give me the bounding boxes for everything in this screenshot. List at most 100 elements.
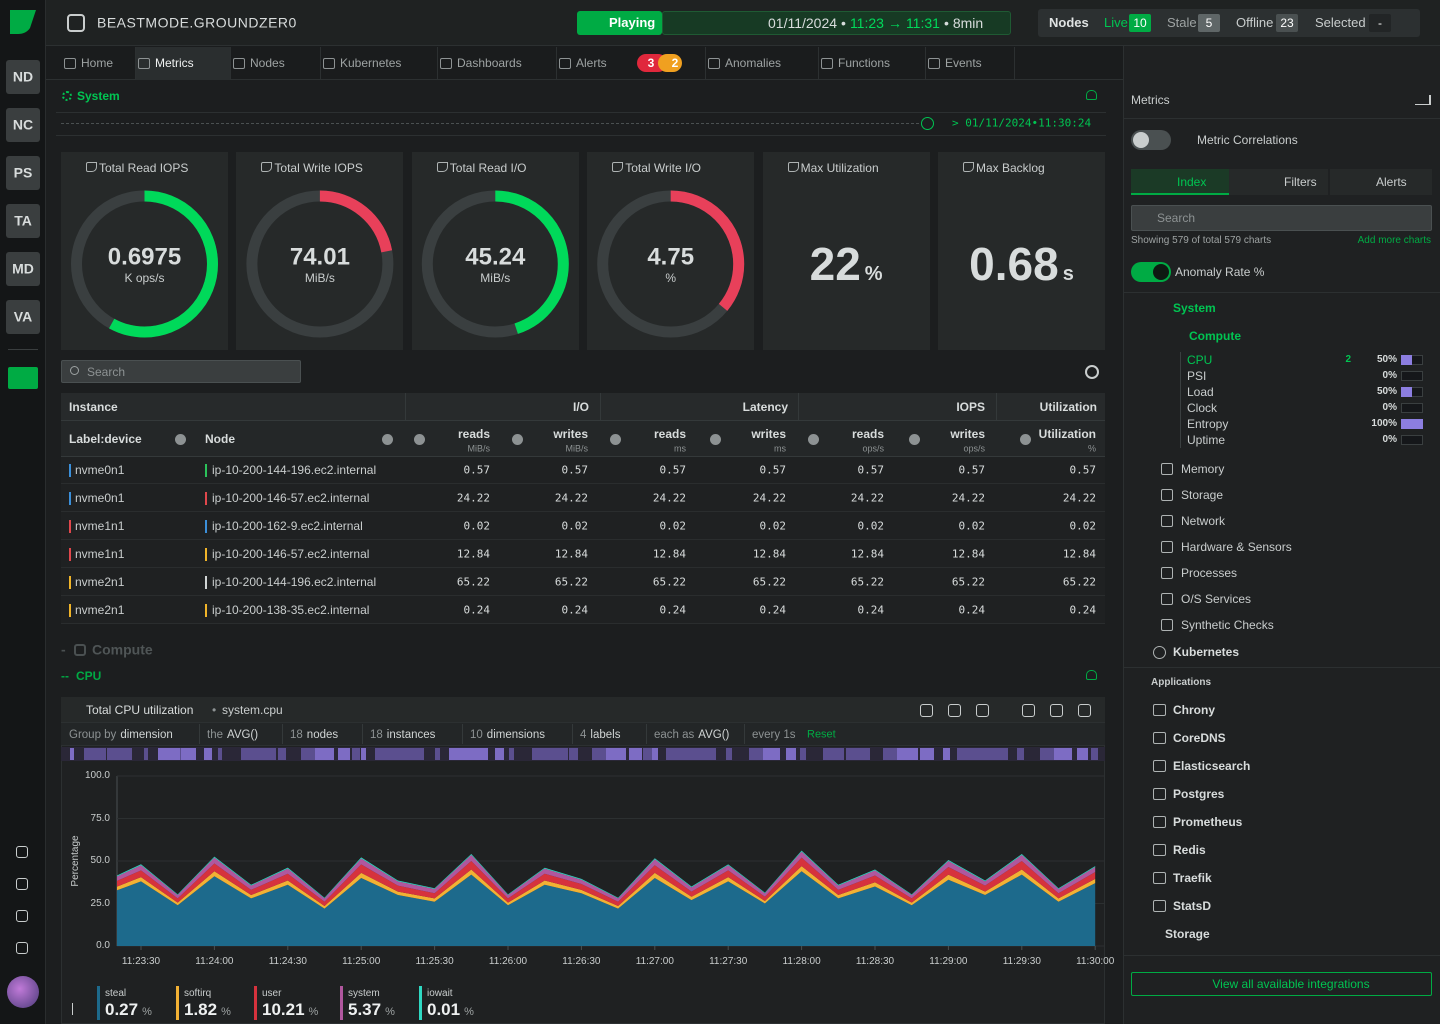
anomaly-bar (1401, 387, 1412, 397)
toolbar-item[interactable]: 18nodes (290, 729, 338, 741)
tree-section[interactable]: Network (1181, 514, 1225, 528)
application[interactable]: Prometheus (1173, 815, 1242, 829)
legend-name[interactable]: steal (105, 988, 126, 1000)
tab-label[interactable]: Kubernetes (340, 56, 401, 70)
toolbar-item[interactable]: 18instances (370, 729, 435, 741)
tree-section[interactable]: O/S Services (1181, 592, 1251, 606)
tree-section[interactable]: Storage (1181, 488, 1223, 502)
legend-name[interactable]: system (348, 988, 380, 1000)
rail-icon[interactable] (16, 846, 28, 858)
time-arrow: → (888, 15, 902, 31)
tree-kubernetes[interactable]: Kubernetes (1173, 645, 1239, 659)
device-cell: nvme2n1 (75, 603, 124, 617)
tree-item[interactable]: PSI (1187, 369, 1206, 383)
chart-action[interactable] (976, 704, 989, 717)
application[interactable]: Redis (1173, 843, 1206, 857)
tree-section[interactable]: Synthetic Checks (1181, 618, 1274, 632)
application[interactable]: CoreDNS (1173, 731, 1226, 745)
x-tick-label: 11:25:30 (416, 956, 454, 968)
space-icon[interactable] (67, 14, 85, 32)
space-name[interactable]: BEASTMODE.GROUNDZER0 (97, 15, 297, 32)
legend-name[interactable]: user (262, 988, 281, 1000)
application[interactable]: Traefik (1173, 871, 1212, 885)
integrations-label[interactable]: View all available integrations (1212, 977, 1369, 991)
toolbar-item[interactable]: every 1s (752, 729, 795, 741)
chart-action[interactable] (920, 704, 933, 717)
tab-label[interactable]: Events (945, 56, 982, 70)
tree-item[interactable]: CPU (1187, 353, 1212, 367)
application[interactable]: Chrony (1173, 703, 1215, 717)
play-status[interactable]: Playing (609, 15, 655, 31)
tree-item[interactable]: Load (1187, 385, 1214, 399)
rail-icon[interactable] (16, 942, 28, 954)
application[interactable]: Postgres (1173, 787, 1224, 801)
tab-label[interactable]: Home (81, 56, 113, 70)
rail-icon[interactable] (16, 910, 28, 922)
legend-latest: 1.82 (184, 1000, 217, 1020)
logo[interactable] (8, 8, 38, 36)
tab-label[interactable]: Functions (838, 56, 890, 70)
value-cell: 24.22 (653, 491, 686, 504)
value-cell: 0.24 (660, 603, 687, 616)
tab-label[interactable]: Dashboards (457, 56, 522, 70)
table-search-placeholder[interactable]: Search (87, 365, 125, 379)
collapse-sidebar[interactable] (1415, 95, 1431, 105)
toolbar-item[interactable]: Group bydimension (69, 729, 173, 741)
toolbar-reset[interactable]: Reset (807, 728, 836, 741)
sidebar-tab-label[interactable]: Filters (1284, 175, 1317, 189)
node-cell: ip-10-200-144-196.ec2.internal (212, 575, 376, 589)
application[interactable]: StatsD (1173, 899, 1211, 913)
table-settings[interactable] (1085, 365, 1099, 379)
toolbar-item[interactable]: each asAVG() (654, 729, 729, 741)
legend-color-bar[interactable] (419, 986, 422, 1020)
anomaly-block (823, 748, 844, 760)
chart-action[interactable] (1022, 704, 1035, 717)
tab-label[interactable]: Metrics (155, 56, 194, 70)
section-divider (56, 135, 1106, 136)
add-more-charts[interactable]: Add more charts (1358, 235, 1431, 247)
space-label: PS (14, 165, 33, 182)
sidebar-tab-label[interactable]: Alerts (1376, 175, 1407, 189)
anomaly-rate: 100% (1371, 418, 1397, 430)
tree-item[interactable]: Uptime (1187, 433, 1225, 447)
node-count[interactable]: - (1378, 16, 1382, 30)
application[interactable]: Storage (1165, 927, 1210, 941)
tree-section[interactable]: Memory (1181, 462, 1224, 476)
tree-item[interactable]: Clock (1187, 401, 1217, 415)
chart-action[interactable] (1050, 704, 1063, 717)
legend-name[interactable]: softirq (184, 988, 211, 1000)
chart-action[interactable] (948, 704, 961, 717)
tab-label[interactable]: Alerts (576, 56, 607, 70)
rail-icon[interactable] (16, 878, 28, 890)
sidebar-tab-label[interactable]: Index (1177, 175, 1206, 189)
value-cell: 65.22 (753, 575, 786, 588)
node-count[interactable]: 5 (1206, 16, 1213, 30)
tree-item[interactable]: Entropy (1187, 417, 1228, 431)
avatar[interactable] (7, 976, 39, 1008)
tree-section[interactable]: Hardware & Sensors (1181, 540, 1292, 554)
app-icon (1153, 704, 1166, 716)
tab-label[interactable]: Anomalies (725, 56, 781, 70)
legend-color-bar[interactable] (254, 986, 257, 1020)
toolbar-item[interactable]: theAVG() (207, 729, 258, 741)
tab-label[interactable]: Nodes (250, 56, 285, 70)
application[interactable]: Elasticsearch (1173, 759, 1250, 773)
toolbar-item[interactable]: 4labels (580, 729, 620, 741)
toolbar-item[interactable]: 10dimensions (470, 729, 545, 741)
tree-compute[interactable]: Compute (1189, 329, 1241, 343)
x-tick-label: 11:26:30 (562, 956, 600, 968)
node-count[interactable]: 10 (1133, 16, 1146, 30)
chart-action[interactable] (1078, 704, 1091, 717)
node-count[interactable]: 23 (1280, 16, 1293, 30)
legend-name[interactable]: iowait (427, 988, 453, 1000)
legend-color-bar[interactable] (340, 986, 343, 1020)
legend-color-bar[interactable] (176, 986, 179, 1020)
legend-color-bar[interactable] (97, 986, 100, 1020)
add-space-button[interactable] (8, 367, 38, 389)
sidebar-search-placeholder[interactable]: Search (1157, 211, 1195, 225)
tree-section[interactable]: Processes (1181, 566, 1237, 580)
app-icon (1153, 760, 1166, 772)
x-tick-label: 11:26:00 (489, 956, 527, 968)
anomaly-block (495, 748, 504, 760)
tree-system[interactable]: System (1173, 301, 1216, 315)
